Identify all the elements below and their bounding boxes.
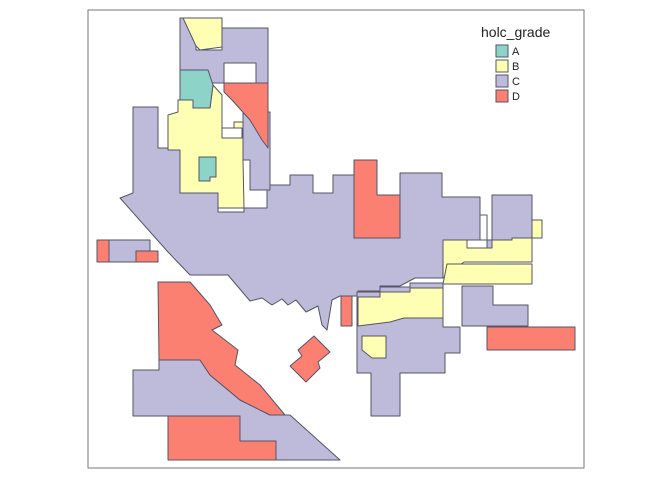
legend-label-d: D	[512, 91, 520, 103]
district-b-north[interactable]	[182, 17, 223, 51]
legend-title: holc_grade	[481, 24, 550, 40]
legend-swatch-a	[495, 44, 509, 58]
legend-swatch-d	[495, 89, 509, 103]
legend-label-b: B	[512, 61, 519, 73]
legend-label-c: C	[512, 76, 520, 88]
legend-swatch-c	[495, 74, 509, 88]
district-d-west-small[interactable]	[135, 250, 159, 263]
district-b-south-east[interactable]	[357, 287, 444, 327]
district-d-north[interactable]	[223, 82, 269, 149]
district-d-diamond[interactable]	[289, 335, 331, 383]
district-a-south[interactable]	[198, 156, 217, 182]
district-layer	[96, 17, 576, 461]
map-hole	[479, 214, 488, 241]
legend-label-a: A	[512, 46, 520, 58]
district-a-north[interactable]	[179, 69, 214, 109]
district-d-west[interactable]	[96, 239, 110, 263]
district-d-strip[interactable]	[340, 295, 353, 327]
district-b-pocket[interactable]	[361, 335, 387, 359]
legend-swatch-b	[495, 59, 509, 73]
district-d-south-west[interactable]	[157, 281, 286, 416]
district-b-east-1[interactable]	[442, 219, 543, 279]
district-d-central[interactable]	[353, 159, 401, 239]
district-c-far-east[interactable]	[461, 285, 529, 327]
district-d-east[interactable]	[486, 326, 576, 351]
district-d-south[interactable]	[167, 415, 277, 461]
map-hole	[221, 127, 243, 139]
map-hole	[223, 62, 257, 84]
district-b-east-2[interactable]	[442, 263, 533, 285]
